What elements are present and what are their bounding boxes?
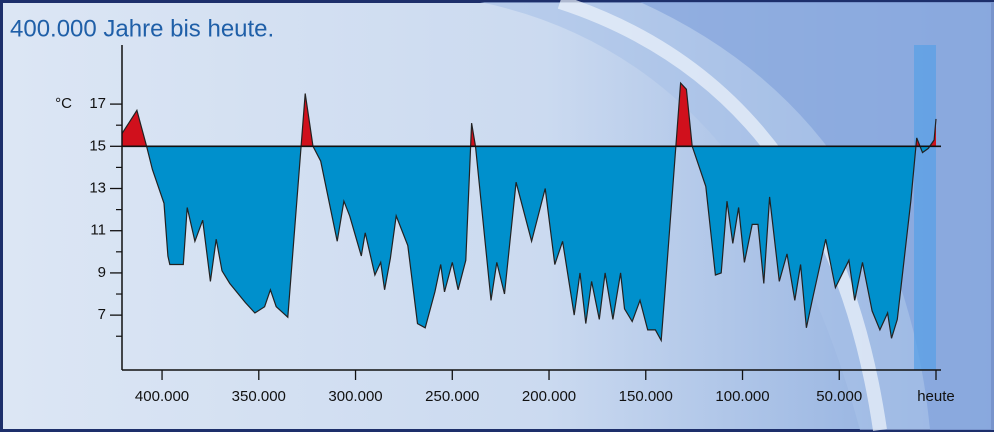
- x-tick-label: 200.000: [522, 388, 576, 405]
- x-tick-label: 250.000: [425, 388, 479, 405]
- x-tick-label: 400.000: [135, 388, 189, 405]
- x-tick-label: heute: [917, 388, 955, 405]
- chart-title: 400.000 Jahre bis heute.: [10, 15, 274, 42]
- y-axis-label: °C: [55, 95, 72, 112]
- line: [121, 81, 937, 343]
- y-tick-label: 13: [89, 179, 106, 196]
- y-tick-label: 9: [98, 264, 106, 281]
- y-tick-label: 17: [89, 95, 106, 112]
- decor: [640, 2, 994, 430]
- y-tick-label: 7: [98, 306, 106, 323]
- y-tick-label: 11: [90, 222, 106, 239]
- x-tick-label: 350.000: [232, 388, 286, 405]
- x-tick-label: 50.000: [816, 388, 862, 405]
- x-tick-label: 150.000: [619, 388, 673, 405]
- area-below: [122, 146, 936, 341]
- y-tick-label: 15: [89, 137, 106, 154]
- present-band: [914, 45, 936, 370]
- x-tick-label: 100.000: [715, 388, 769, 405]
- x-tick-label: 300.000: [328, 388, 382, 405]
